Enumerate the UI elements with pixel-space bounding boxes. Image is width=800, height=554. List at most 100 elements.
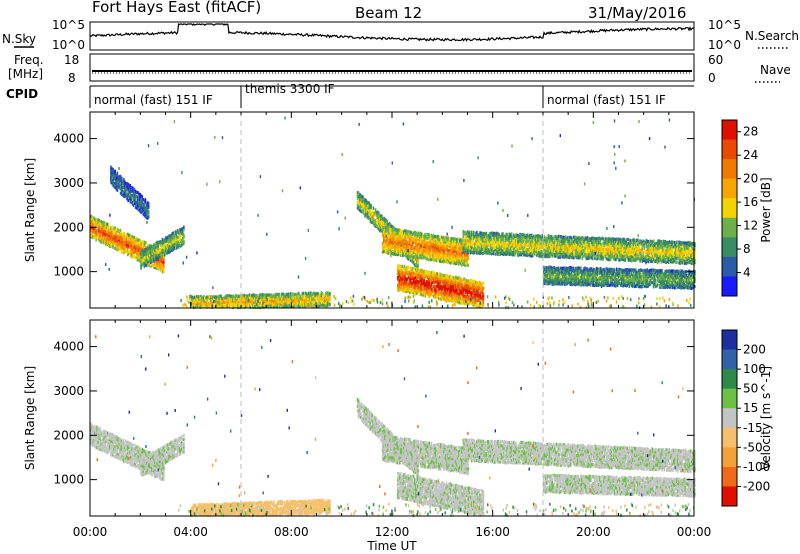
- station-title: Fort Hays East (fitACF): [92, 0, 261, 16]
- echo-cell: [412, 260, 415, 264]
- echo-cell: [111, 181, 113, 185]
- echo-cell: [113, 235, 115, 239]
- echo-cell: [171, 245, 173, 249]
- echo-cell: [127, 194, 129, 198]
- echo-cell: [264, 293, 267, 297]
- echo-cell: [91, 220, 93, 224]
- echo-cell: [137, 244, 140, 248]
- echo-cell: [269, 296, 272, 300]
- echo-cell: [134, 195, 137, 199]
- echo-cell: [255, 293, 257, 297]
- echo-cell: [144, 210, 147, 214]
- echo-cell: [152, 250, 154, 254]
- echo-cell: [280, 305, 283, 309]
- echo-cell: [159, 263, 162, 267]
- echo-cell: [222, 304, 224, 308]
- echo-cell: [167, 239, 169, 243]
- echo-cell: [283, 304, 286, 308]
- echo-cell: [128, 251, 130, 256]
- echo-cell: [112, 241, 114, 245]
- echo-cell: [116, 186, 119, 190]
- echo-cell: [127, 253, 129, 257]
- echo-cell: [112, 237, 114, 241]
- echo-cell: [106, 222, 109, 226]
- echo-cell: [140, 264, 142, 268]
- echo-cell: [119, 238, 122, 242]
- echo-cell: [116, 234, 118, 238]
- echo-cell: [131, 253, 133, 257]
- echo-cell: [200, 305, 202, 309]
- echo-cell: [137, 195, 139, 199]
- echo-cell: [254, 297, 256, 301]
- echo-cell: [260, 304, 262, 308]
- echo-cell: [115, 185, 118, 189]
- echo-cell: [265, 293, 268, 297]
- echo-cell: [241, 302, 243, 306]
- echo-cell: [277, 302, 279, 306]
- echo-cell: [139, 243, 142, 247]
- echo-cell: [116, 188, 119, 192]
- echo-cell: [428, 281, 431, 285]
- echo-cell: [132, 235, 134, 240]
- echo-cell: [132, 194, 135, 199]
- echo-cell: [273, 299, 275, 303]
- echo-cell: [117, 238, 120, 242]
- echo-cell: [116, 240, 118, 244]
- echo-cell: [95, 221, 97, 225]
- echo-cell: [112, 169, 114, 174]
- echo-cell: [242, 294, 244, 298]
- echo-cell: [243, 293, 246, 297]
- echo-cell: [237, 295, 239, 299]
- echo-cell: [285, 292, 288, 297]
- echo-cell: [141, 242, 144, 246]
- echo-cell: [111, 227, 113, 231]
- echo-cell: [284, 297, 287, 301]
- echo-cell: [118, 242, 121, 246]
- echo-cell: [140, 246, 143, 250]
- echo-cell: [212, 295, 215, 299]
- echo-cell: [120, 250, 123, 254]
- echo-cell: [134, 205, 137, 209]
- echo-cell: [106, 241, 109, 245]
- echo-cell: [249, 305, 252, 309]
- echo-cell: [114, 243, 116, 247]
- echo-cell: [195, 301, 198, 305]
- echo-cell: [220, 301, 222, 305]
- echo-cell: [129, 189, 132, 193]
- echo-cell: [182, 232, 184, 236]
- echo-cell: [228, 304, 231, 308]
- echo-cell: [138, 198, 140, 202]
- echo-cell: [141, 195, 143, 199]
- echo-cell: [254, 305, 256, 309]
- echo-cell: [153, 256, 155, 260]
- echo-cell: [157, 262, 160, 266]
- echo-cell: [120, 245, 123, 249]
- echo-cell: [97, 237, 99, 241]
- echo-cell: [290, 295, 292, 299]
- echo-cell: [164, 242, 167, 246]
- echo-cell: [142, 258, 145, 262]
- echo-cell: [112, 177, 114, 182]
- echo-cell: [91, 221, 93, 225]
- echo-cell: [161, 266, 164, 270]
- echo-cell: [160, 255, 163, 259]
- echo-cell: [141, 251, 143, 255]
- echo-cell: [199, 301, 201, 305]
- echo-cell: [145, 211, 148, 215]
- echo-cell: [106, 239, 109, 243]
- echo-cell: [144, 247, 147, 252]
- echo-cell: [130, 200, 133, 205]
- echo-cell: [285, 300, 288, 304]
- echo-cell: [236, 304, 238, 308]
- echo-cell: [140, 209, 142, 213]
- echo-cell: [482, 300, 485, 304]
- echo-cell: [128, 189, 131, 193]
- echo-cell: [158, 261, 161, 265]
- echo-cell: [138, 200, 140, 205]
- echo-cell: [110, 226, 112, 230]
- echo-cell: [168, 234, 170, 238]
- echo-cell: [112, 228, 114, 232]
- echo-cell: [287, 292, 290, 296]
- echo-cell: [114, 230, 116, 234]
- echo-cell: [482, 303, 485, 307]
